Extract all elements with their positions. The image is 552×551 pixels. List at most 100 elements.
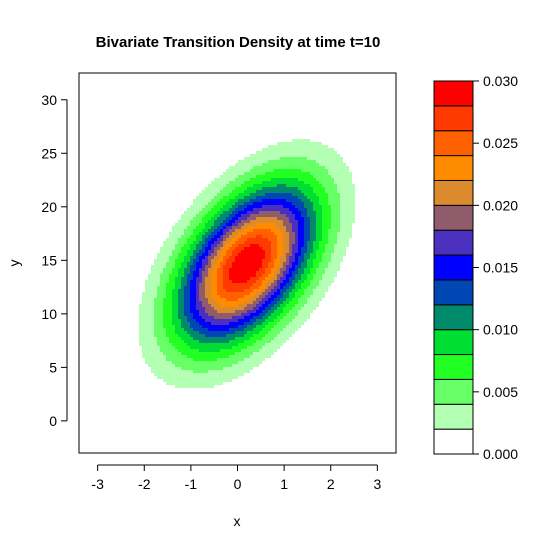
density-cell xyxy=(229,181,232,184)
density-cell xyxy=(211,286,214,289)
density-cell xyxy=(271,307,274,310)
density-cell xyxy=(226,184,229,187)
density-cell xyxy=(250,238,253,241)
density-cell xyxy=(295,208,298,211)
density-cell xyxy=(226,190,229,193)
density-cell xyxy=(235,295,238,298)
density-cell xyxy=(286,151,289,154)
density-cell xyxy=(163,265,166,268)
density-cell xyxy=(304,163,307,166)
density-cell xyxy=(169,238,172,241)
density-cell xyxy=(232,172,235,175)
density-cell xyxy=(286,202,289,205)
density-cell xyxy=(337,235,340,238)
density-cell xyxy=(226,307,229,310)
density-cell xyxy=(262,211,265,214)
density-cell xyxy=(340,247,343,250)
density-cell xyxy=(181,361,184,364)
density-cell xyxy=(220,346,223,349)
density-cell xyxy=(265,175,268,178)
density-cell xyxy=(163,295,166,298)
density-cell xyxy=(217,304,220,307)
density-cell xyxy=(238,175,241,178)
density-cell xyxy=(274,163,277,166)
density-cell xyxy=(196,232,199,235)
density-cell xyxy=(316,175,319,178)
density-cell xyxy=(250,313,253,316)
density-cell xyxy=(160,367,163,370)
density-cell xyxy=(172,247,175,250)
density-cell xyxy=(256,166,259,169)
density-cell xyxy=(184,220,187,223)
density-cell xyxy=(232,280,235,283)
density-cell xyxy=(250,355,253,358)
density-cell xyxy=(244,295,247,298)
density-cell xyxy=(238,244,241,247)
density-cell xyxy=(175,247,178,250)
density-cell xyxy=(280,301,283,304)
density-cell xyxy=(211,235,214,238)
density-cell xyxy=(340,238,343,241)
density-cell xyxy=(268,232,271,235)
density-cell xyxy=(172,292,175,295)
density-cell xyxy=(343,181,346,184)
density-cell xyxy=(235,310,238,313)
density-cell xyxy=(283,211,286,214)
density-cell xyxy=(211,277,214,280)
density-cell xyxy=(277,271,280,274)
density-cell xyxy=(232,205,235,208)
density-cell xyxy=(280,325,283,328)
density-cell xyxy=(196,367,199,370)
density-cell xyxy=(187,232,190,235)
density-cell xyxy=(265,301,268,304)
density-cell xyxy=(319,142,322,145)
density-cell xyxy=(277,316,280,319)
density-cell xyxy=(154,316,157,319)
density-cell xyxy=(199,334,202,337)
density-cell xyxy=(262,322,265,325)
density-cell xyxy=(229,307,232,310)
density-cell xyxy=(337,163,340,166)
density-cell xyxy=(259,202,262,205)
density-cell xyxy=(145,355,148,358)
density-cell xyxy=(184,280,187,283)
density-cell xyxy=(322,154,325,157)
density-cell xyxy=(319,193,322,196)
density-cell xyxy=(163,307,166,310)
density-cell xyxy=(232,310,235,313)
density-cell xyxy=(166,304,169,307)
density-cell xyxy=(262,190,265,193)
density-cell xyxy=(340,220,343,223)
density-cell xyxy=(295,280,298,283)
density-cell xyxy=(175,367,178,370)
density-cell xyxy=(283,214,286,217)
density-cell xyxy=(217,286,220,289)
density-cell xyxy=(301,283,304,286)
density-cell xyxy=(223,181,226,184)
density-cell xyxy=(196,337,199,340)
density-cell xyxy=(271,280,274,283)
density-cell xyxy=(286,286,289,289)
density-cell xyxy=(316,253,319,256)
density-cell xyxy=(316,190,319,193)
density-cell xyxy=(313,220,316,223)
density-cell xyxy=(202,307,205,310)
density-cell xyxy=(169,277,172,280)
density-cell xyxy=(157,349,160,352)
density-cell xyxy=(343,193,346,196)
density-cell xyxy=(268,325,271,328)
density-cell xyxy=(343,208,346,211)
density-cell xyxy=(241,220,244,223)
density-cell xyxy=(196,205,199,208)
density-cell xyxy=(331,229,334,232)
density-cell xyxy=(298,325,301,328)
density-cell xyxy=(334,268,337,271)
density-cell xyxy=(316,145,319,148)
density-cell xyxy=(319,256,322,259)
density-cell xyxy=(229,175,232,178)
density-cell xyxy=(196,355,199,358)
density-cell xyxy=(199,283,202,286)
density-cell xyxy=(295,316,298,319)
density-cell xyxy=(244,157,247,160)
density-cell xyxy=(160,376,163,379)
